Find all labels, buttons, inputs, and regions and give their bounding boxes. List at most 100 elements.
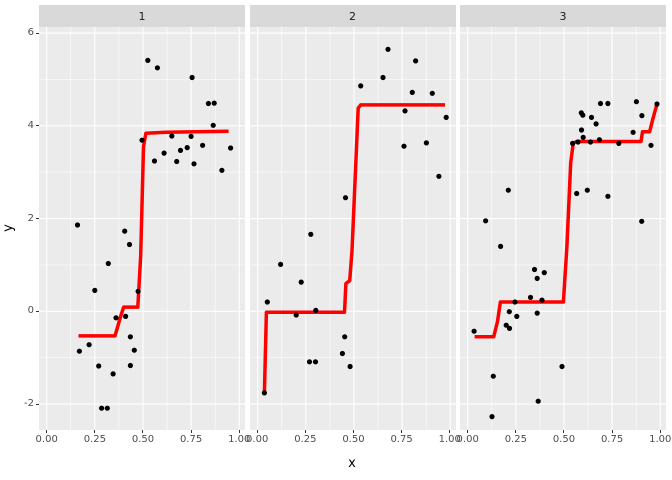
data-point [347,363,353,370]
x-tick-label: 1.00 [649,434,672,445]
x-tick-label: 0.50 [342,434,365,445]
data-point [498,243,504,249]
data-point [200,142,206,148]
data-point [139,137,145,143]
y-tick-mark [36,310,39,312]
x-tick-label: 0.75 [390,434,413,445]
data-point [104,405,110,411]
data-point [575,139,581,145]
data-point [113,315,119,321]
x-axis-labels: 0.00 0.25 0.50 0.75 1.00 [36,433,251,447]
data-point [400,143,407,149]
data-point [514,313,520,319]
y-tick-mark [36,125,39,127]
data-point [534,310,540,316]
data-point [512,299,518,305]
data-point [228,145,234,151]
x-tick-label: 0.75 [600,434,624,445]
data-point [122,228,128,234]
x-tick-mark [46,430,48,433]
data-point [127,362,133,369]
data-point [503,322,509,328]
data-point [639,218,645,224]
data-point [588,114,595,120]
x-tick-label: 0.75 [179,434,203,445]
x-tick-label: 1.00 [438,434,461,445]
x-tick-mark [659,430,661,433]
panel-plot-area [39,27,245,430]
x-tick-label: 0.25 [83,434,106,445]
data-point [306,359,312,365]
data-point [578,127,585,133]
x-tick-mark [515,430,517,433]
x-axis-labels: 0.00 0.25 0.50 0.75 1.00 [457,433,672,447]
panel-plot-area [249,27,456,430]
data-point [277,261,283,267]
data-point [639,113,645,119]
data-point [580,112,586,118]
x-tick-mark [401,430,403,433]
data-point [597,100,604,107]
data-point [539,297,545,303]
x-axis-labels: 0.00 0.25 0.50 0.75 1.00 [246,433,461,447]
data-point [412,58,418,64]
data-point [145,57,151,63]
data-point [357,83,363,89]
data-point [654,101,660,107]
data-point [584,187,590,193]
data-point [135,288,141,294]
data-point [191,161,197,167]
data-point [264,299,270,305]
data-point [293,312,299,318]
x-axis-title: x [348,456,356,471]
x-tick-label: 0.25 [294,434,317,445]
step-fit-line [78,129,229,338]
x-tick-label: 0.00 [246,434,269,445]
data-point [506,309,512,315]
data-point [616,140,622,146]
data-point [219,167,225,173]
data-point [205,100,211,107]
x-tick-mark [256,430,258,433]
x-tick-label: 0.25 [504,434,527,445]
y-axis: -2 0 2 4 6 [0,27,39,430]
facet-strip: 2 [249,5,456,27]
x-tick-mark [563,430,565,433]
data-point [312,307,318,313]
data-point [96,363,102,369]
x-tick-mark [142,430,144,433]
facet-strip: 1 [39,5,245,27]
data-point [527,294,534,300]
data-point [401,108,408,114]
x-tick-mark [238,430,240,433]
y-tick-label: 6 [27,27,34,39]
data-point [541,270,547,276]
data-point [177,147,184,153]
data-point [188,133,194,139]
x-axis-ticks [460,430,666,433]
panel-background [460,27,666,430]
data-point [587,139,594,145]
x-tick-label: 0.50 [131,434,155,445]
data-point [531,266,538,273]
x-tick-label: 1.00 [228,434,251,445]
step-fit-line [474,103,659,339]
data-point [76,348,82,354]
panel-plot-area [460,27,666,430]
data-point [596,137,602,143]
y-tick-label: 0 [27,305,34,317]
data-point [123,313,129,319]
facet-strip-label: 1 [138,9,146,23]
y-tick-label: -2 [24,398,34,410]
data-point [489,414,495,420]
y-tick-mark [36,32,39,34]
data-point [490,373,496,379]
x-tick-mark [467,430,469,433]
facet-strip-label: 2 [349,9,356,23]
data-point [127,334,133,340]
data-point [210,122,216,128]
data-point [429,90,435,96]
data-point [151,158,158,164]
x-tick-mark [94,430,96,433]
